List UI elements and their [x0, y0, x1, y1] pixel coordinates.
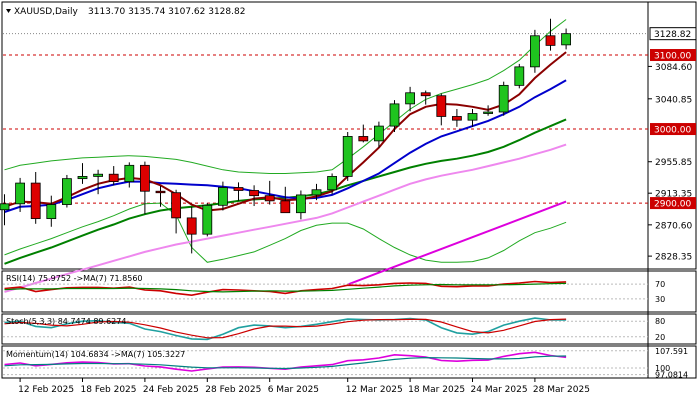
- momentum-plot-layer: [3, 350, 648, 376]
- bear-candle-body: [264, 195, 275, 202]
- date-tick-label: 6 Mar 2025: [268, 385, 319, 395]
- axis-label-layer: 3100.00 3000.00 2900.00 3084.60 3040.85 2955.…: [18, 27, 697, 395]
- indicator-tick-label: 70: [655, 280, 665, 289]
- price-tick-label: 2828.35: [655, 253, 692, 263]
- date-tick-label: 28 Feb 2025: [205, 385, 261, 395]
- current-price-box: [649, 27, 697, 41]
- indicator-tick-label: 20: [655, 333, 665, 342]
- bull-candle-body: [514, 66, 525, 86]
- indicator-series-line: [4, 280, 567, 297]
- level-price-box: [650, 123, 696, 136]
- indicator-tick-label: 80: [655, 317, 665, 326]
- momentum-title: Momentum(14) 104.6834 ->MA(7) 105.3227: [6, 350, 185, 359]
- bull-candle-body: [15, 182, 26, 205]
- price-tick-label: 2870.60: [655, 221, 692, 231]
- date-tick-label: 12 Mar 2025: [346, 385, 403, 395]
- bear-candle-body: [280, 200, 291, 214]
- bear-candle-body: [108, 173, 119, 183]
- indicator-tick-label: 30: [655, 295, 665, 304]
- symbol-label: XAUUSD,Daily: [14, 7, 78, 17]
- bull-candle-body: [530, 35, 540, 68]
- date-tick-label: 24 Mar 2025: [471, 385, 528, 395]
- bull-candle-body: [77, 176, 88, 180]
- level-price-label: 2900.00: [654, 200, 691, 210]
- level-price-label: 3000.00: [654, 126, 691, 136]
- indicator-series-line: [4, 282, 567, 293]
- bull-candle-body: [62, 178, 72, 205]
- current-price-label: 3128.82: [654, 30, 691, 40]
- bollinger-lower-line: [4, 202, 567, 263]
- bull-candle-body: [467, 113, 478, 121]
- level-price-box: [650, 49, 696, 62]
- chart-header: XAUUSD,Daily 3113.70 3135.74 3107.62 312…: [6, 7, 245, 17]
- bear-candle-body: [358, 136, 369, 142]
- price-tick-label: 3040.85: [655, 95, 692, 105]
- collapse-triangle-icon[interactable]: [6, 9, 11, 13]
- bull-candle-body: [93, 173, 103, 177]
- trend-line: [347, 200, 567, 286]
- main-plot-layer: [0, 18, 648, 293]
- bear-candle-body: [30, 182, 41, 220]
- indicator-series-line: [4, 351, 567, 372]
- bear-candle-body: [420, 92, 431, 97]
- level-price-label: 3100.00: [654, 52, 691, 62]
- level-price-box: [650, 197, 696, 210]
- price-tick-label: 3084.60: [655, 63, 692, 73]
- bear-candle-body: [249, 190, 260, 197]
- bull-candle-body: [327, 176, 338, 191]
- indicator-series-line: [4, 318, 567, 339]
- rsi-title: RSI(14) 75.9752 ->MA(7) 71.8560: [6, 274, 143, 283]
- indicator-series-line: [4, 355, 567, 370]
- bollinger-upper-line: [4, 19, 567, 174]
- bear-candle-body: [139, 164, 150, 192]
- bear-candle-body: [233, 187, 244, 191]
- price-tick-label: 2955.85: [655, 158, 692, 168]
- bull-candle-body: [342, 136, 353, 177]
- bull-candle-body: [124, 164, 135, 183]
- momentum-panel-frame: [1, 345, 697, 379]
- bull-candle-body: [561, 33, 571, 46]
- indicator-tick-label: 107.591: [655, 347, 688, 356]
- indicator-tick-label: 97.0814: [655, 371, 688, 380]
- ohlc-readout: 3113.70 3135.74 3107.62 3128.82: [88, 7, 245, 17]
- bull-candle-body: [405, 92, 416, 105]
- bear-candle-body: [186, 217, 197, 235]
- date-tick-label: 18 Mar 2025: [408, 385, 465, 395]
- bull-candle-body: [483, 111, 494, 114]
- price-tick-label: 2913.35: [655, 190, 692, 200]
- main-panel-frame: [1, 1, 697, 270]
- indicator-series-line: [4, 317, 567, 341]
- stoch-plot-layer: [3, 317, 648, 341]
- bull-candle-body: [389, 103, 400, 127]
- bull-candle-body: [46, 204, 57, 220]
- stoch-title: Stoch(5,3,3) 84.7474 89.6274: [6, 317, 126, 326]
- bear-candle-body: [155, 190, 166, 194]
- date-tick-label: 24 Feb 2025: [143, 385, 199, 395]
- bear-candle-body: [436, 95, 447, 117]
- bull-candle-body: [202, 204, 213, 235]
- rsi-plot-layer: [3, 280, 648, 300]
- bull-candle-body: [0, 203, 10, 211]
- bull-candle-body: [295, 194, 306, 214]
- bull-candle-body: [311, 189, 322, 196]
- date-tick-label: 12 Feb 2025: [18, 385, 74, 395]
- rsi-panel-frame: [1, 270, 697, 313]
- bull-candle-body: [373, 125, 384, 142]
- date-tick-label: 28 Mar 2025: [533, 385, 590, 395]
- bull-candle-body: [217, 187, 228, 206]
- bear-candle-body: [451, 116, 462, 121]
- bull-candle-body: [498, 84, 509, 113]
- ma-long-line: [4, 143, 567, 293]
- bear-candle-body: [545, 35, 556, 46]
- date-tick-label: 18 Feb 2025: [81, 385, 137, 395]
- bear-candle-body: [171, 192, 182, 219]
- indicator-tick-label: 100: [655, 364, 670, 373]
